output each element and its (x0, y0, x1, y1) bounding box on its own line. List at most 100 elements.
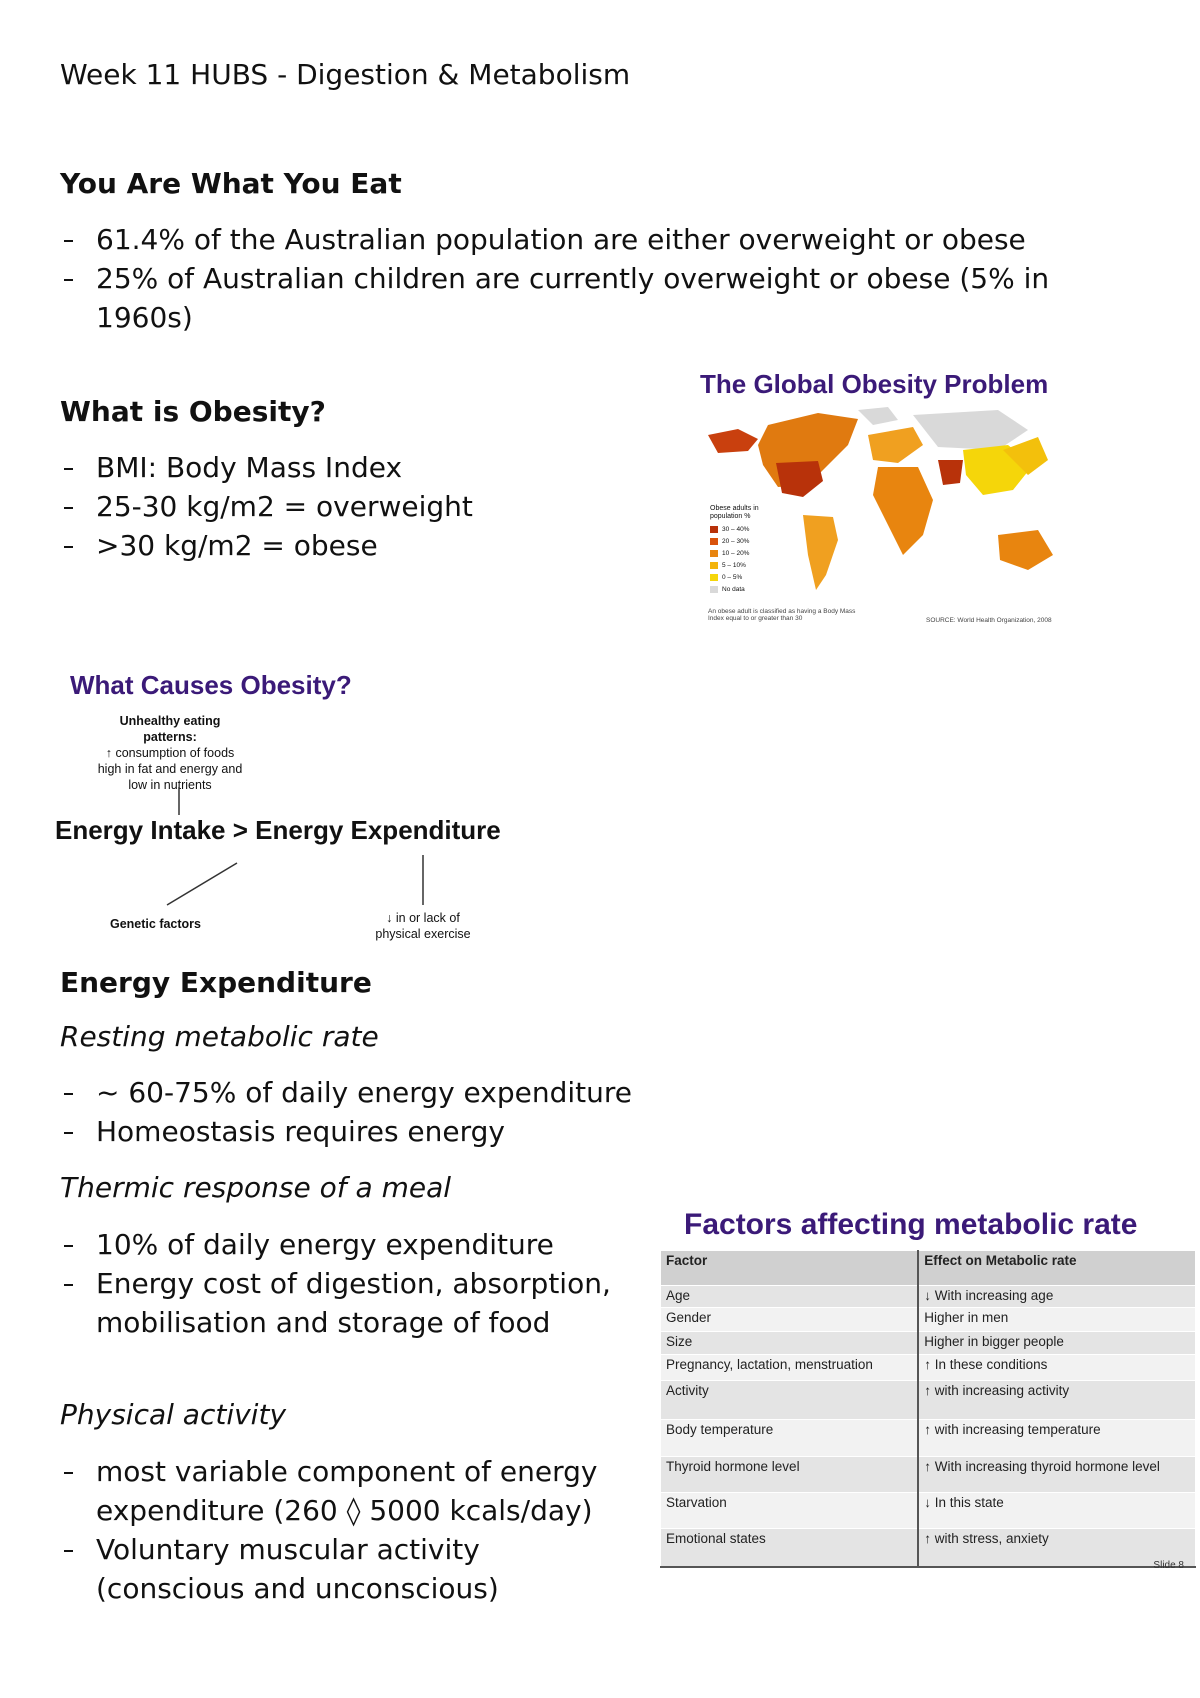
table-header-row: Factor Effect on Metabolic rate (660, 1250, 1197, 1286)
table-cell: Starvation (660, 1492, 920, 1529)
section-heading: You Are What You Eat (60, 167, 402, 200)
table-cell: ↑ with increasing activity (917, 1380, 1197, 1420)
map-region (776, 461, 823, 497)
cause-box: Unhealthy eating patterns: ↑ consumption… (95, 713, 245, 793)
table-row: Size Higher in bigger people (660, 1331, 1197, 1355)
bullet: ~ 60-75% of daily energy expenditure (60, 1073, 780, 1112)
legend-swatch (710, 549, 718, 557)
legend-title: Obese adults in population % (710, 505, 759, 520)
table-header-cell: Effect on Metabolic rate (917, 1250, 1197, 1286)
bullet-list: ~ 60-75% of daily energy expenditure Hom… (60, 1073, 780, 1151)
section-heading: What is Obesity? (60, 395, 326, 428)
bullet: BMI: Body Mass Index (60, 448, 660, 487)
map-region (708, 429, 758, 453)
table-cell: Thyroid hormone level (660, 1456, 920, 1493)
cause-heading: Unhealthy eating patterns: (119, 714, 221, 744)
legend-label: No data (722, 585, 745, 593)
table-cell: Gender (660, 1307, 920, 1332)
map-region (1003, 437, 1048, 475)
bullet: 25-30 kg/m2 = overweight (60, 487, 660, 526)
connector-lines (166, 787, 424, 906)
legend-swatch (710, 573, 718, 581)
legend-swatch (710, 561, 718, 569)
bullet-list: most variable component of energy expend… (60, 1452, 620, 1608)
legend-label: 20 – 30% (722, 537, 750, 545)
legend-label: 30 – 40% (722, 525, 750, 533)
causes-figure: What Causes Obesity? Unhealthy eating pa… (55, 665, 575, 950)
bullet: 61.4% of the Australian population are e… (60, 220, 1150, 259)
world-map (708, 407, 1053, 590)
table-row: Body temperature ↑ with increasing temper… (660, 1419, 1197, 1457)
subsection-heading: Resting metabolic rate (60, 1020, 379, 1053)
table-cell: Age (660, 1285, 920, 1308)
connector (166, 862, 238, 906)
table-row: Gender Higher in men (660, 1307, 1197, 1332)
subsection-heading: Physical activity (60, 1398, 287, 1431)
table-cell: Higher in men (917, 1307, 1197, 1332)
table-cell: Body temperature (660, 1419, 920, 1457)
metabolic-table: Factor Effect on Metabolic rate Age ↓ With … (660, 1250, 1197, 1568)
figure-title: What Causes Obesity? (70, 670, 352, 700)
bullet-text: ~ 60-75% of daily energy expenditure (96, 1076, 632, 1109)
map-region (873, 467, 933, 555)
map-region (858, 407, 898, 425)
bullet: Energy cost of digestion, absorption, mo… (60, 1264, 620, 1342)
equation: Energy Intake > Energy Expenditure (55, 815, 501, 845)
legend-item: No data (710, 583, 749, 595)
bullet-text: Energy cost of digestion, absorption, mo… (96, 1267, 611, 1339)
legend: 30 – 40% 20 – 30% 10 – 20% 5 – 10% 0 – 5% No … (710, 523, 749, 595)
map-source: SOURCE: World Health Organization, 2008 (926, 617, 1052, 624)
map-region (938, 460, 963, 485)
map-region (998, 530, 1053, 570)
legend-item: 20 – 30% (710, 535, 749, 547)
bullet-text: 25-30 kg/m2 = overweight (96, 490, 473, 523)
obesity-map-figure: The Global Obesity Problem Obese adults … (698, 365, 1083, 635)
table-cell: ↓ With increasing age (917, 1285, 1197, 1308)
legend-item: 5 – 10% (710, 559, 749, 571)
bullet: Homeostasis requires energy (60, 1112, 780, 1151)
bullet-text: 25% of Australian children are currently… (96, 262, 1050, 334)
legend-label: 5 – 10% (722, 561, 746, 569)
table-cell: Higher in bigger people (917, 1331, 1197, 1355)
table-header-cell: Factor (660, 1250, 920, 1286)
legend-swatch (710, 537, 718, 545)
table-row: Pregnancy, lactation, menstruation ↑ In t… (660, 1354, 1197, 1381)
table-cell: ↑ with increasing temperature (917, 1419, 1197, 1457)
legend-label: 0 – 5% (722, 573, 743, 581)
table-cell: ↓ In this state (917, 1492, 1197, 1529)
section-heading: Energy Expenditure (60, 966, 372, 999)
figure-title: Factors affecting metabolic rate (684, 1208, 1138, 1241)
cause-text: ↑ consumption of foods high in fat and e… (97, 746, 243, 792)
legend-swatch (710, 585, 718, 593)
slide-number: Slide 8 (1153, 1560, 1184, 1571)
subsection-heading: Thermic response of a meal (60, 1171, 452, 1204)
header-title: Week 11 HUBS - Digestion & Metabolism (60, 58, 631, 91)
figure-title: The Global Obesity Problem (700, 369, 1049, 399)
table-row: Thyroid hormone level ↑ With increasing t… (660, 1456, 1197, 1493)
bullet-text: BMI: Body Mass Index (96, 451, 403, 484)
legend-item: 10 – 20% (710, 547, 749, 559)
table-cell: ↑ In these conditions (917, 1354, 1197, 1381)
bullet-text: >30 kg/m2 = obese (96, 529, 378, 562)
bullet-text: 10% of daily energy expenditure (96, 1228, 554, 1261)
map-region (913, 410, 1028, 450)
legend-item: 0 – 5% (710, 571, 749, 583)
bullet: 10% of daily energy expenditure (60, 1225, 620, 1264)
table-cell: ↑ with stress, anxiety (917, 1528, 1197, 1567)
bullet-list: 61.4% of the Australian population are e… (60, 220, 1150, 337)
bullet: Voluntary muscular activity (conscious a… (60, 1530, 620, 1608)
table-row: Activity ↑ with increasing activity (660, 1380, 1197, 1420)
cause-label: ↓ in or lack of physical exercise (375, 911, 471, 941)
map-region (803, 515, 838, 590)
table-cell: Size (660, 1331, 920, 1355)
table-cell: ↑ With increasing thyroid hormone level (917, 1456, 1197, 1493)
table-row: Emotional states ↑ with stress, anxiety (660, 1528, 1197, 1567)
bullet: >30 kg/m2 = obese (60, 526, 660, 565)
table-cell: Activity (660, 1380, 920, 1420)
legend-label: 10 – 20% (722, 549, 750, 557)
bullet: most variable component of energy expend… (60, 1452, 620, 1530)
map-region (868, 427, 923, 463)
cause-label: Genetic factors (110, 917, 202, 931)
bullet-text: most variable component of energy expend… (96, 1455, 598, 1527)
